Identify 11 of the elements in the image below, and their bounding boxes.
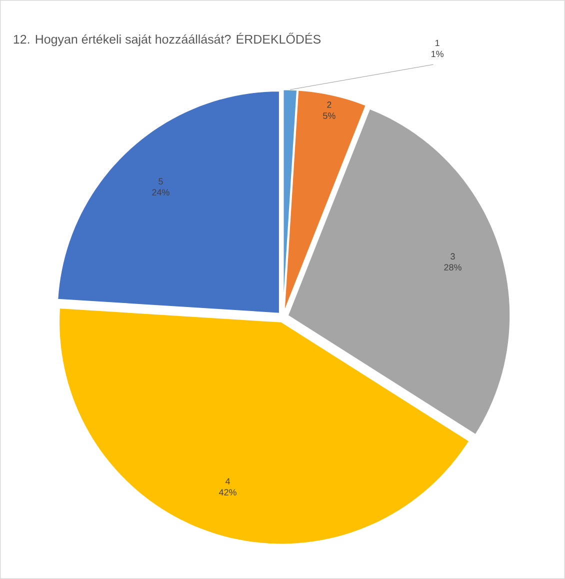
data-label: 42% xyxy=(218,489,236,496)
slice-label: 5 xyxy=(158,178,163,185)
data-label: 24% xyxy=(152,189,170,196)
chart-title: 12. Hogyan értékeli saját hozzáállását? ÉRDEKLŐDÉS xyxy=(14,32,321,46)
slice-label: 3 xyxy=(450,253,455,260)
data-label: 1% xyxy=(432,50,444,58)
slice-label: 1 xyxy=(436,40,440,46)
data-label: 28% xyxy=(444,264,462,271)
data-label: 5% xyxy=(323,112,336,119)
slice-label: 4 xyxy=(225,478,230,484)
slice-label: 2 xyxy=(327,102,332,108)
